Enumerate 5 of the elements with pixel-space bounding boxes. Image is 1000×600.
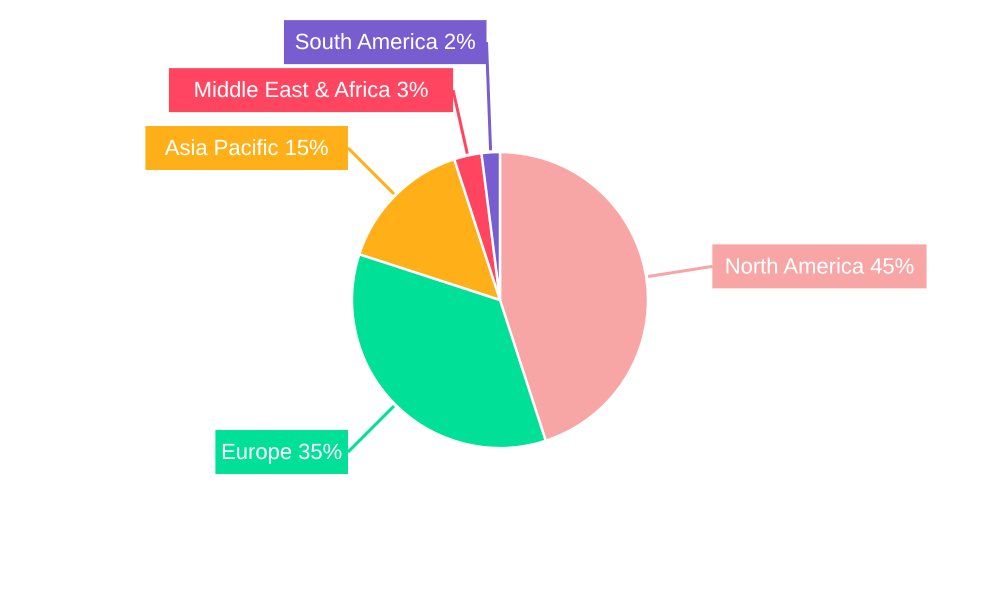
slice-label: Middle East & Africa 3% (194, 77, 428, 102)
slice-label: North America 45% (724, 253, 914, 278)
slice-label: South America 2% (294, 29, 476, 54)
slice-label: Asia Pacific 15% (164, 134, 329, 160)
slice-label: Europe 35% (221, 439, 342, 464)
